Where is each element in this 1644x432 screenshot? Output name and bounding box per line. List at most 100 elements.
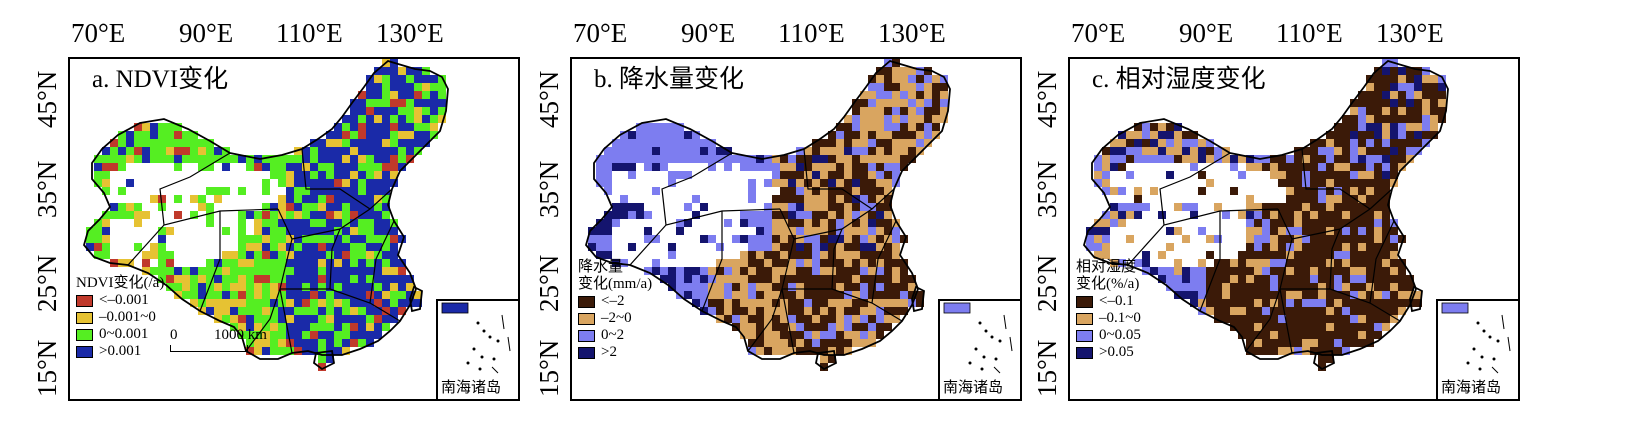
- raster-cell: [812, 203, 820, 211]
- raster-cell: [1214, 307, 1222, 315]
- raster-cell: [1190, 163, 1198, 171]
- raster-cell: [868, 203, 876, 211]
- raster-cell: [716, 291, 724, 299]
- raster-cell: [724, 155, 732, 163]
- raster-cell: [1302, 203, 1310, 211]
- raster-cell: [398, 83, 406, 91]
- raster-cell: [310, 171, 318, 179]
- raster-cell: [1414, 91, 1422, 99]
- raster-cell: [406, 115, 414, 123]
- raster-cell: [780, 203, 788, 211]
- raster-cell: [1318, 275, 1326, 283]
- raster-cell: [342, 339, 350, 347]
- raster-cell: [844, 131, 852, 139]
- raster-cell: [294, 307, 302, 315]
- raster-cell: [254, 267, 262, 275]
- raster-cell: [1342, 123, 1350, 131]
- raster-cell: [390, 83, 398, 91]
- raster-cell: [636, 203, 644, 211]
- raster-cell: [1310, 147, 1318, 155]
- raster-cell: [294, 179, 302, 187]
- raster-cell: [932, 75, 940, 83]
- raster-cell: [310, 195, 318, 203]
- raster-cell: [310, 235, 318, 243]
- raster-cell: [278, 331, 286, 339]
- raster-cell: [238, 299, 246, 307]
- raster-cell: [660, 275, 668, 283]
- raster-cell: [1174, 139, 1182, 147]
- raster-cell: [1222, 155, 1230, 163]
- raster-cell: [852, 187, 860, 195]
- raster-cell: [812, 331, 820, 339]
- raster-cell: [222, 283, 230, 291]
- inset-label: 南海诸岛: [943, 380, 1004, 396]
- raster-cell: [1382, 139, 1390, 147]
- raster-cell: [844, 347, 852, 355]
- legend: 降水量 变化(mm/a) <–2 –2~0 0~2 >2: [578, 259, 652, 361]
- province-boundary: [871, 220, 897, 304]
- raster-cell: [350, 339, 358, 347]
- raster-cell: [740, 315, 748, 323]
- raster-cell: [142, 123, 150, 131]
- raster-cell: [1262, 219, 1270, 227]
- raster-cell: [1382, 187, 1390, 195]
- raster-cell: [270, 275, 278, 283]
- raster-cell: [118, 147, 126, 155]
- raster-cell: [1302, 171, 1310, 179]
- raster-cell: [358, 251, 366, 259]
- raster-cell: [748, 299, 756, 307]
- raster-cell: [222, 291, 230, 299]
- raster-cell: [142, 147, 150, 155]
- raster-cell: [390, 235, 398, 243]
- raster-cell: [1374, 139, 1382, 147]
- raster-cell: [836, 179, 844, 187]
- raster-cell: [804, 211, 812, 219]
- raster-cell: [1334, 211, 1342, 219]
- raster-cell: [836, 131, 844, 139]
- raster-cell: [110, 163, 118, 171]
- raster-cell: [1414, 299, 1422, 307]
- raster-cell: [366, 315, 374, 323]
- raster-cell: [620, 195, 628, 203]
- raster-cell: [1358, 195, 1366, 203]
- raster-cell: [924, 99, 932, 107]
- raster-cell: [94, 163, 102, 171]
- raster-cell: [1358, 123, 1366, 131]
- raster-cell: [844, 339, 852, 347]
- raster-cell: [334, 219, 342, 227]
- raster-cell: [1262, 267, 1270, 275]
- raster-cell: [788, 323, 796, 331]
- raster-cell: [1430, 75, 1438, 83]
- raster-cell: [1350, 259, 1358, 267]
- raster-cell: [334, 267, 342, 275]
- raster-cell: [1198, 275, 1206, 283]
- raster-cell: [382, 115, 390, 123]
- raster-cell: [844, 115, 852, 123]
- raster-cell: [1222, 275, 1230, 283]
- raster-cell: [286, 291, 294, 299]
- raster-cell: [908, 147, 916, 155]
- raster-cell: [390, 107, 398, 115]
- raster-cell: [828, 155, 836, 163]
- raster-cell: [844, 139, 852, 147]
- raster-cell: [382, 315, 390, 323]
- raster-cell: [828, 219, 836, 227]
- raster-cell: [414, 291, 422, 299]
- raster-cell: [1278, 339, 1286, 347]
- raster-cell: [788, 227, 796, 235]
- lon-label: 110°E: [276, 18, 343, 48]
- raster-cell: [1150, 187, 1158, 195]
- raster-cell: [198, 275, 206, 283]
- raster-cell: [326, 187, 334, 195]
- raster-cell: [812, 147, 820, 155]
- raster-cell: [828, 195, 836, 203]
- raster-cell: [1206, 155, 1214, 163]
- raster-cell: [820, 243, 828, 251]
- inset-dash-boundary: [501, 314, 505, 330]
- raster-cell: [884, 91, 892, 99]
- raster-cell: [318, 355, 326, 363]
- raster-cell: [1398, 139, 1406, 147]
- raster-cell: [892, 67, 900, 75]
- raster-cell: [644, 131, 652, 139]
- raster-cell: [1366, 139, 1374, 147]
